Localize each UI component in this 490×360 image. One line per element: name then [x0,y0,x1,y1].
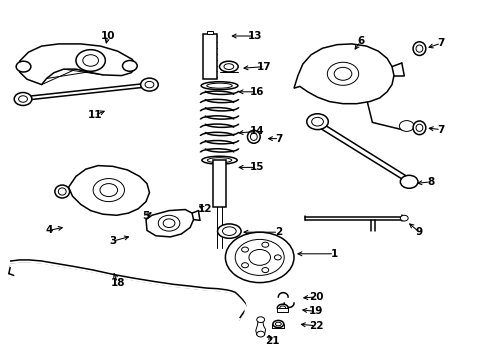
Ellipse shape [277,304,288,311]
Text: 7: 7 [437,125,445,135]
Circle shape [257,331,265,337]
Ellipse shape [218,224,241,238]
Circle shape [76,50,105,71]
Text: 22: 22 [309,321,323,331]
Text: 4: 4 [45,225,53,235]
Circle shape [327,62,359,85]
Circle shape [400,215,408,221]
Text: 13: 13 [247,31,262,41]
Circle shape [274,255,281,260]
Polygon shape [20,44,136,85]
Circle shape [235,239,284,275]
Text: 16: 16 [250,87,265,97]
Polygon shape [146,210,194,237]
Circle shape [242,247,248,252]
Circle shape [249,249,270,265]
Circle shape [225,232,294,283]
Ellipse shape [250,133,257,140]
Text: 7: 7 [275,134,283,144]
Circle shape [93,179,124,202]
Circle shape [312,117,323,126]
Ellipse shape [416,124,423,131]
Polygon shape [294,44,394,104]
Ellipse shape [280,306,286,310]
Text: 10: 10 [100,31,115,41]
Ellipse shape [413,42,426,55]
Ellipse shape [201,82,238,90]
Ellipse shape [275,322,281,326]
Circle shape [262,267,269,273]
Text: 8: 8 [428,177,435,187]
Ellipse shape [220,61,238,72]
Circle shape [145,81,154,88]
Circle shape [307,114,328,130]
Ellipse shape [416,45,423,52]
Circle shape [163,219,175,228]
Ellipse shape [273,320,284,328]
Text: 6: 6 [357,36,364,46]
Text: 17: 17 [257,62,272,72]
Text: 20: 20 [309,292,323,302]
Circle shape [100,184,118,197]
Circle shape [14,93,32,105]
Text: 19: 19 [309,306,323,316]
Circle shape [16,61,31,72]
Ellipse shape [207,83,232,88]
Ellipse shape [58,188,66,195]
Text: 14: 14 [250,126,265,136]
Bar [277,308,288,312]
Text: 11: 11 [87,110,102,120]
Text: 3: 3 [109,236,116,246]
Text: 7: 7 [437,38,445,48]
Circle shape [141,78,158,91]
Bar [203,34,217,79]
Text: 21: 21 [265,336,279,346]
Text: 5: 5 [143,211,149,221]
Bar [213,160,226,207]
Ellipse shape [222,227,236,235]
Ellipse shape [413,121,426,135]
Circle shape [334,67,352,80]
Circle shape [122,60,137,71]
Ellipse shape [224,64,234,69]
Circle shape [83,55,98,66]
Circle shape [158,215,180,231]
Ellipse shape [207,158,232,163]
Polygon shape [69,166,149,215]
Circle shape [242,263,248,268]
Ellipse shape [202,156,237,164]
Bar [207,31,213,34]
Text: 9: 9 [416,227,423,237]
Ellipse shape [55,185,70,198]
Circle shape [19,96,27,102]
Polygon shape [256,318,266,337]
Text: 2: 2 [275,227,282,237]
Circle shape [257,317,265,323]
Text: 1: 1 [331,249,338,259]
Ellipse shape [247,130,260,143]
Circle shape [400,175,418,188]
Text: 15: 15 [250,162,265,172]
Text: 18: 18 [110,278,125,288]
Text: 12: 12 [197,204,212,214]
Circle shape [262,242,269,247]
Circle shape [399,121,414,131]
